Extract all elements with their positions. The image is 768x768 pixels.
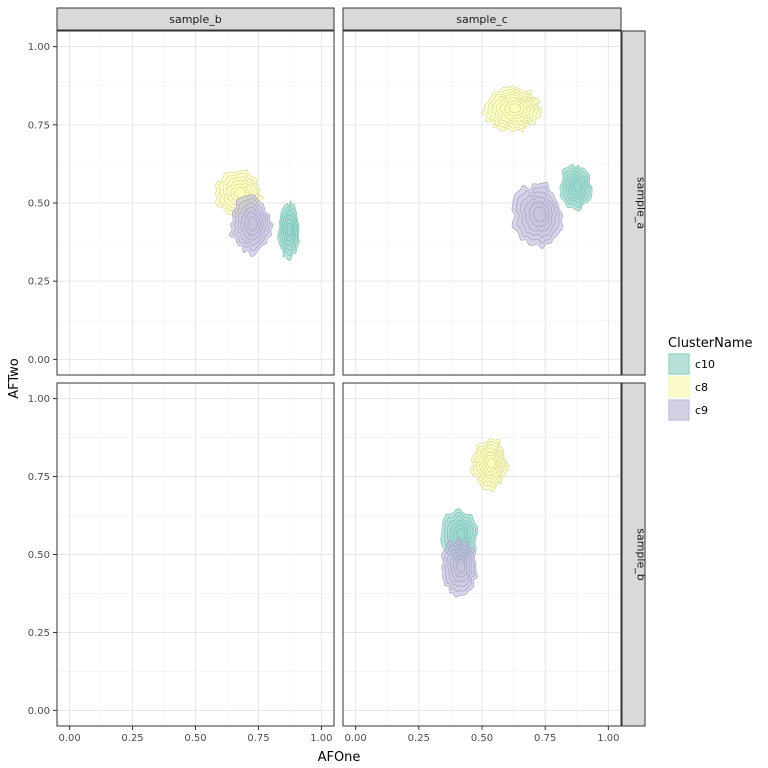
- density-contour-c10-level-1: [277, 200, 300, 261]
- density-contour-c10-level-3: [564, 170, 589, 204]
- panel-grid: [343, 383, 621, 726]
- density-contour-c9-level-2: [233, 198, 271, 252]
- legend-item-c10: c10: [668, 353, 715, 375]
- axes-layer: 0.00 0.25 0.50 0.75 1.00 0.00 0.25 0.50 0.75 1.00…: [7, 42, 619, 765]
- strip-background: [56, 7, 335, 31]
- density-contour-c9-level-3: [237, 202, 268, 246]
- density-contour-c10-level-6: [572, 180, 582, 193]
- density-contour-c9-level-6: [456, 558, 466, 574]
- density-cluster-c8: [469, 438, 510, 493]
- panel-sample_b-sample_b: [56, 382, 335, 727]
- density-cluster-c9: [229, 194, 274, 257]
- density-contour-c10-level-5: [569, 177, 584, 196]
- density-contour-c9-level-2: [515, 186, 561, 244]
- legend-key: [668, 376, 690, 398]
- density-layer: [440, 438, 510, 598]
- density-contour-c8-level-2: [473, 440, 508, 489]
- x-tick-label: 0.75: [534, 733, 556, 744]
- y-tick-label: 0.50: [28, 199, 50, 210]
- panel-border: [342, 30, 622, 376]
- density-contour-c8-level-4: [495, 94, 532, 123]
- x-axis-title: AFOne: [318, 750, 361, 765]
- density-contour-c9-level-5: [452, 553, 468, 579]
- panel-sample_a-sample_b: [56, 30, 335, 376]
- panel-grid: [343, 31, 621, 375]
- strip-top-sample_c: sample_c: [342, 7, 622, 31]
- legend-key: [668, 353, 690, 375]
- density-contour-c10-level-2: [562, 167, 591, 208]
- y-tick-label: 1.00: [28, 42, 50, 53]
- x-tick-label: 0.50: [184, 733, 206, 744]
- x-tick-label: 0.25: [121, 733, 143, 744]
- legend-label: c9: [695, 404, 708, 417]
- density-contour-c8-level-6: [484, 454, 498, 473]
- x-tick-label: 1.00: [597, 733, 619, 744]
- legend-label: c8: [695, 381, 708, 394]
- panel-grid: [57, 383, 334, 726]
- y-tick-label: 1.00: [28, 394, 50, 405]
- legend-key: [668, 399, 690, 421]
- density-contour-c8-level-2: [486, 88, 540, 130]
- density-contour-c8-level-4: [478, 447, 503, 480]
- density-cluster-c10: [559, 164, 593, 212]
- density-cluster-c9: [441, 536, 478, 598]
- panel-sample_b-sample_c: [342, 382, 622, 727]
- density-cluster-c10: [277, 200, 300, 261]
- x-tick-label: 0.25: [408, 733, 430, 744]
- panel-sample_a-sample_c: [342, 30, 622, 376]
- legend-label: c10: [695, 358, 715, 371]
- density-contour-c8-level-7: [508, 103, 522, 114]
- strip-background: [621, 382, 646, 727]
- density-contour-c8-level-3: [491, 91, 536, 126]
- y-axis-sample_a: 0.00 0.25 0.50 0.75 1.00: [28, 42, 57, 366]
- density-contour-c9-level-6: [533, 206, 547, 223]
- strip-background: [342, 7, 622, 31]
- y-tick-label: 0.75: [28, 472, 50, 483]
- density-cluster-c9: [511, 181, 564, 250]
- density-contour-c9-level-5: [528, 201, 550, 228]
- x-tick-label: 0.00: [345, 733, 367, 744]
- density-contour-c9-level-5: [243, 211, 262, 237]
- x-tick-label: 0.00: [58, 733, 80, 744]
- strip-right-sample_b: sample_b: [621, 382, 648, 727]
- density-contour-c8-level-7: [486, 457, 496, 470]
- y-tick-label: 0.25: [28, 628, 50, 639]
- density-contour-c10-level-1: [559, 164, 593, 212]
- y-tick-label: 0.00: [28, 706, 50, 717]
- density-contour-c10-level-6: [286, 222, 293, 238]
- strips-layer: sample_b sample_c sample_a sample_b: [56, 7, 648, 727]
- strip-label: sample_a: [635, 177, 648, 229]
- legend: ClusterName c10 c8 c9: [668, 336, 753, 421]
- density-layer: [214, 169, 300, 261]
- x-tick-label: 1.00: [310, 733, 332, 744]
- legend-item-c9: c9: [668, 399, 708, 421]
- strip-label: sample_b: [635, 528, 648, 580]
- strip-right-sample_a: sample_a: [621, 30, 648, 376]
- x-tick-label: 0.75: [247, 733, 269, 744]
- panels-layer: [56, 30, 622, 727]
- y-axis-sample_b: 0.00 0.25 0.50 0.75 1.00: [28, 394, 57, 717]
- x-axis-sample_b: 0.00 0.25 0.50 0.75 1.00: [58, 726, 333, 744]
- strip-label: sample_c: [456, 13, 508, 26]
- y-axis-title: AFTwo: [7, 358, 22, 399]
- y-tick-label: 0.25: [28, 277, 50, 288]
- density-contour-c9-level-6: [247, 216, 259, 232]
- strip-top-sample_b: sample_b: [56, 7, 335, 31]
- legend-item-c8: c8: [668, 376, 708, 398]
- density-layer: [481, 86, 593, 250]
- y-tick-label: 0.75: [28, 120, 50, 131]
- y-tick-label: 0.00: [28, 355, 50, 366]
- strip-background: [621, 30, 646, 376]
- x-tick-label: 0.50: [471, 733, 493, 744]
- density-cluster-c8: [481, 86, 543, 133]
- density-contour-c9-level-1: [229, 194, 274, 257]
- strip-label: sample_b: [169, 13, 221, 26]
- y-tick-label: 0.50: [28, 550, 50, 561]
- x-axis-sample_c: 0.00 0.25 0.50 0.75 1.00: [345, 726, 619, 744]
- legend-title: ClusterName: [668, 336, 753, 351]
